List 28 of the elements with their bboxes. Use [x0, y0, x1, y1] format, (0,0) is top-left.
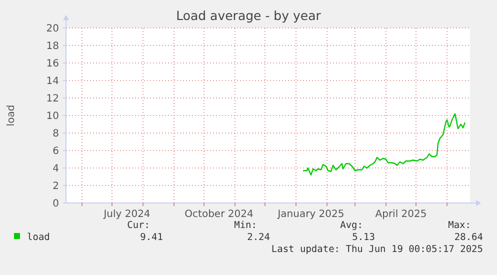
x-tick-label: January 2025 [276, 209, 344, 220]
text: 9.41 [140, 232, 164, 243]
x-tick-label: October 2024 [184, 209, 254, 220]
text: 2.24 [247, 232, 270, 243]
y-tick-label: 12 [46, 94, 59, 104]
y-tick-label: 14 [46, 76, 59, 87]
text: 5.13 [352, 232, 375, 243]
y-tick-label: 10 [46, 111, 59, 122]
text: Cur: [127, 220, 150, 231]
y-tick-label: 16 [46, 58, 59, 70]
y-tick-label: 2 [52, 181, 59, 192]
x-tick-label: April 2025 [375, 209, 427, 220]
text: Min: [234, 220, 257, 231]
legend-label: load [27, 232, 50, 243]
text: Avg: [340, 220, 363, 231]
y-tick-label: 0 [52, 198, 59, 210]
y-tick-label: 8 [52, 128, 59, 140]
x-tick-label: July 2024 [102, 209, 150, 220]
y-tick-label: 4 [52, 164, 59, 174]
text: Max: [448, 220, 471, 231]
text: 28.64 [454, 232, 484, 243]
y-tick-label: 18 [46, 41, 59, 52]
text: Last update: Thu Jun 19 00:05:17 2025 [271, 244, 483, 255]
line-series [302, 113, 466, 176]
y-tick-label: 20 [46, 24, 59, 34]
chart-title: Load average - by year [176, 8, 322, 23]
y-axis-title: load [6, 104, 17, 126]
y-tick-label: 6 [52, 146, 59, 157]
